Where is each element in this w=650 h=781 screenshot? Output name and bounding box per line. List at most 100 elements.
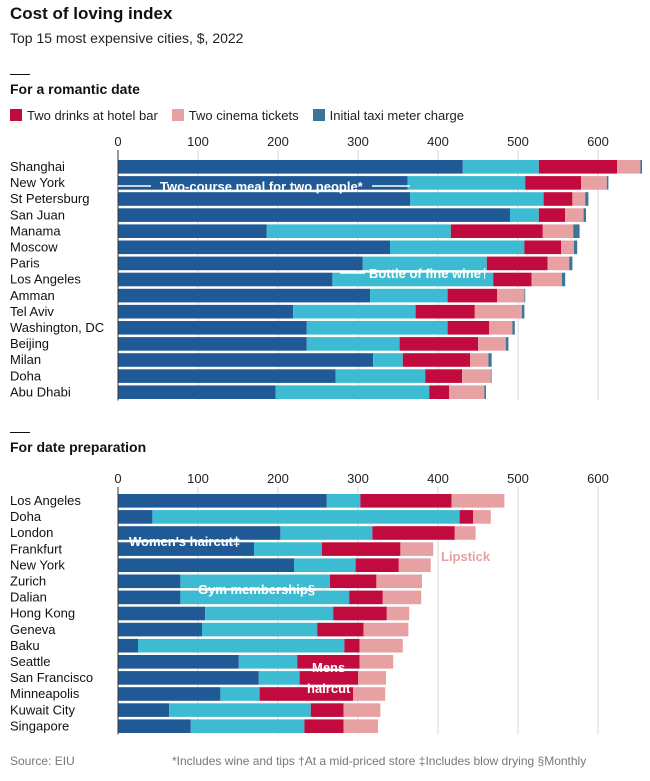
bar-segment [152, 510, 460, 524]
chart-title: Cost of loving index [10, 4, 173, 23]
bar-segment [429, 385, 450, 399]
bar-segment [118, 494, 327, 508]
category-label: Doha [10, 509, 42, 524]
x-tick-label: 0 [114, 134, 121, 149]
category-label: Frankfurt [10, 541, 62, 556]
category-label: Baku [10, 638, 40, 653]
bar-segment [280, 526, 373, 540]
bar-segment [118, 671, 259, 685]
bar-segment [449, 385, 485, 399]
category-label: Seattle [10, 654, 50, 669]
category-label: London [10, 525, 53, 540]
bar-segment [266, 224, 451, 238]
bar-segment [386, 606, 410, 621]
bar-segment [489, 321, 513, 335]
bar-segment [118, 176, 408, 190]
category-label: Moscow [10, 240, 58, 255]
bar-segment [344, 638, 360, 653]
bar-segment [425, 369, 462, 383]
bar-segment [118, 321, 307, 335]
bar-segment [359, 638, 403, 653]
bar-segment [118, 385, 276, 399]
bar-segment [275, 385, 430, 399]
bar-segment [573, 224, 580, 238]
bar-segment [538, 208, 566, 222]
legend: Two drinks at hotel bar Two cinema ticke… [10, 108, 464, 123]
bar-segment [363, 622, 409, 637]
bar-segment [399, 337, 478, 351]
x-tick-label: 300 [347, 471, 369, 486]
x-tick-label: 200 [267, 471, 289, 486]
bar-segment [581, 176, 607, 190]
bar-segment [118, 256, 363, 271]
x-tick-label: 500 [507, 471, 529, 486]
bar-segment [543, 192, 573, 206]
annotation-lipstick: Lipstick [441, 549, 491, 564]
bar-segment [299, 671, 358, 685]
category-label: San Juan [10, 207, 65, 222]
bar-segment [118, 337, 307, 351]
section-title-preparation: For date preparation [10, 439, 147, 455]
bar-segment [220, 687, 260, 701]
bar-segment [358, 671, 386, 685]
bar-segment [254, 542, 322, 556]
bar-segment [362, 256, 487, 271]
category-label: Washington, DC [10, 320, 104, 335]
x-tick-label: 400 [427, 471, 449, 486]
bar-segment [118, 622, 202, 637]
x-tick-label: 100 [187, 471, 209, 486]
bar-segment [459, 510, 474, 524]
x-tick-label: 0 [114, 471, 121, 486]
bar-segment [407, 176, 526, 190]
annotation-gym: Gym membership§ [198, 582, 315, 597]
bar-segment [169, 703, 311, 717]
bar-segment [478, 337, 506, 351]
category-label: Dalian [10, 590, 47, 605]
bar-segment [180, 574, 330, 589]
bar-segment [415, 304, 475, 319]
bar-segment [524, 288, 526, 303]
annotation-womens-haircut: Women's haircut‡ [129, 534, 240, 549]
category-label: Milan [10, 352, 41, 367]
bar-segment [370, 288, 448, 303]
bar-segment [373, 353, 403, 367]
category-label: New York [10, 175, 65, 190]
bar-segment [450, 224, 543, 238]
bar-segment [454, 526, 476, 540]
category-label: Singapore [10, 718, 69, 733]
bar-segment [497, 288, 525, 303]
bar-segment [484, 385, 486, 399]
bar-segment [118, 240, 390, 255]
bar-segment [382, 590, 422, 605]
bar-segment [118, 542, 254, 556]
bar-segment [402, 353, 470, 367]
bar-segment [524, 240, 562, 255]
category-label: New York [10, 557, 65, 572]
bar-segment [118, 208, 510, 222]
bar-segment [474, 304, 522, 319]
bar-segment [349, 590, 383, 605]
annotation-mens-haircut: haircut [307, 681, 351, 696]
bar-segment [447, 321, 490, 335]
bar-segment [297, 655, 360, 669]
bar-segment [585, 192, 589, 206]
bar-segment [138, 638, 345, 653]
category-label: Hong Kong [10, 606, 75, 621]
annotation-mens-haircut: Mens [312, 660, 345, 675]
section-title-romantic: For a romantic date [10, 81, 140, 97]
category-label: Geneva [10, 622, 56, 637]
bar-segment [512, 321, 515, 335]
bar-segment [565, 208, 584, 222]
bar-segment [190, 719, 305, 733]
bar-segment [304, 719, 344, 733]
bar-segment [640, 160, 642, 174]
bar-segment [118, 192, 410, 206]
bar-segment [486, 256, 548, 271]
category-label: Los Angeles [10, 272, 81, 287]
bar-segment [583, 208, 586, 222]
category-label: Shanghai [10, 159, 65, 174]
x-tick-label: 200 [267, 134, 289, 149]
chart-subtitle: Top 15 most expensive cities, $, 2022 [10, 30, 244, 46]
bar-segment [259, 687, 354, 701]
